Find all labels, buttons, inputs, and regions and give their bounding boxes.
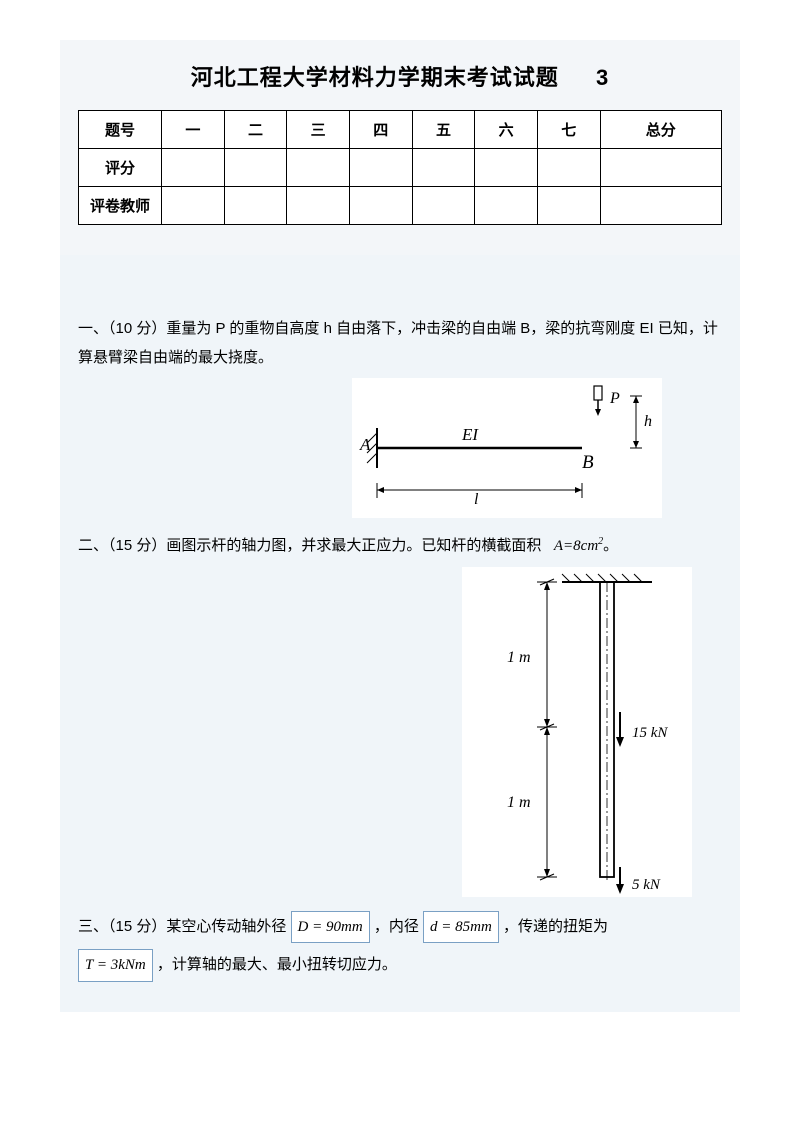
header-cell: 一 <box>162 111 225 149</box>
empty-cell <box>600 149 721 187</box>
q3-T-box: T = 3kNm <box>78 949 153 982</box>
q2-figure: 1 m 1 m 15 kN 5 kN <box>78 567 722 897</box>
empty-cell <box>600 187 721 225</box>
q1-prefix: 一、（10 分）重量为 <box>78 320 211 337</box>
q2-prefix: 二、（15 分）画图示杆的轴力图，并求最大正应力。已知杆的横截面积 <box>78 537 541 554</box>
svg-text:5 kN: 5 kN <box>632 877 661 893</box>
empty-cell <box>224 187 287 225</box>
table-row: 评卷教师 <box>79 187 722 225</box>
score-table: 题号 一 二 三 四 五 六 七 总分 评分 <box>78 110 722 225</box>
question-3: 三、（15 分）某空心传动轴外径 D = 90mm ，内径 d = 85mm ，… <box>78 911 722 982</box>
empty-cell <box>349 187 412 225</box>
q3-text-2: T = 3kNm ，计算轴的最大、最小扭转切应力。 <box>78 956 397 973</box>
row-label: 评分 <box>79 149 162 187</box>
table-row: 评分 <box>79 149 722 187</box>
title-block: 河北工程大学材料力学期末考试试题 3 <box>60 40 740 104</box>
svg-text:h: h <box>644 413 652 430</box>
svg-text:1 m: 1 m <box>507 794 531 811</box>
empty-cell <box>224 149 287 187</box>
q3-mid: ，内径 <box>374 918 419 935</box>
q3-prefix: 三、（15 分）某空心传动轴外径 <box>78 918 286 935</box>
empty-cell <box>537 187 600 225</box>
score-table-wrap: 题号 一 二 三 四 五 六 七 总分 评分 <box>60 104 740 255</box>
header-cell: 四 <box>349 111 412 149</box>
title-number: 3 <box>596 65 609 91</box>
empty-cell <box>475 149 538 187</box>
header-cell: 六 <box>475 111 538 149</box>
empty-cell <box>537 149 600 187</box>
q3-suffix: ，计算轴的最大、最小扭转切应力。 <box>157 956 397 973</box>
svg-text:A: A <box>359 435 371 454</box>
empty-cell <box>475 187 538 225</box>
row-label: 评卷教师 <box>79 187 162 225</box>
empty-cell <box>412 187 475 225</box>
svg-text:EI: EI <box>461 425 479 444</box>
title-main: 河北工程大学材料力学期末考试试题 <box>191 65 559 90</box>
q2-text: 二、（15 分）画图示杆的轴力图，并求最大正应力。已知杆的横截面积 A=8cm2… <box>78 537 618 554</box>
q1-text: 一、（10 分）重量为 P 的重物自高度 h 自由落下，冲击梁的自由端 B，梁的… <box>78 320 718 366</box>
empty-cell <box>349 149 412 187</box>
header-cell: 二 <box>224 111 287 149</box>
empty-cell <box>162 187 225 225</box>
q3-text: 三、（15 分）某空心传动轴外径 D = 90mm ，内径 d = 85mm ，… <box>78 918 608 935</box>
svg-text:B: B <box>582 452 594 473</box>
q1-figure: A EI B P h <box>78 378 722 518</box>
question-1: 一、（10 分）重量为 P 的重物自高度 h 自由落下，冲击梁的自由端 B，梁的… <box>78 315 722 518</box>
q1-p3: B，梁的抗弯刚度 <box>520 320 635 337</box>
header-cell: 五 <box>412 111 475 149</box>
q3-d-box: d = 85mm <box>423 911 499 944</box>
header-cell: 三 <box>287 111 350 149</box>
question-2: 二、（15 分）画图示杆的轴力图，并求最大正应力。已知杆的横截面积 A=8cm2… <box>78 532 722 897</box>
axial-bar-diagram-icon: 1 m 1 m 15 kN 5 kN <box>462 567 692 897</box>
empty-cell <box>162 149 225 187</box>
svg-text:1 m: 1 m <box>507 649 531 666</box>
svg-text:15 kN: 15 kN <box>632 725 668 741</box>
svg-text:l: l <box>474 491 479 508</box>
q2-area: A=8cm2 <box>554 538 603 554</box>
header-cell: 总分 <box>600 111 721 149</box>
q2-suffix: 。 <box>603 537 618 554</box>
page-title: 河北工程大学材料力学期末考试试题 3 <box>60 60 740 92</box>
questions-block: 一、（10 分）重量为 P 的重物自高度 h 自由落下，冲击梁的自由端 B，梁的… <box>60 255 740 1012</box>
q1-p1: P 的重物自高度 <box>216 320 320 337</box>
q1-p2: h 自由落下，冲击梁的自由端 <box>324 320 517 337</box>
q2-area-label: A=8cm <box>554 538 598 554</box>
empty-cell <box>287 149 350 187</box>
header-cell: 题号 <box>79 111 162 149</box>
q3-mid2: ，传递的扭矩为 <box>503 918 608 935</box>
empty-cell <box>287 187 350 225</box>
header-cell: 七 <box>537 111 600 149</box>
table-row: 题号 一 二 三 四 五 六 七 总分 <box>79 111 722 149</box>
empty-cell <box>412 149 475 187</box>
svg-text:P: P <box>609 390 620 407</box>
beam-diagram-icon: A EI B P h <box>352 378 662 518</box>
q3-D-box: D = 90mm <box>291 911 370 944</box>
